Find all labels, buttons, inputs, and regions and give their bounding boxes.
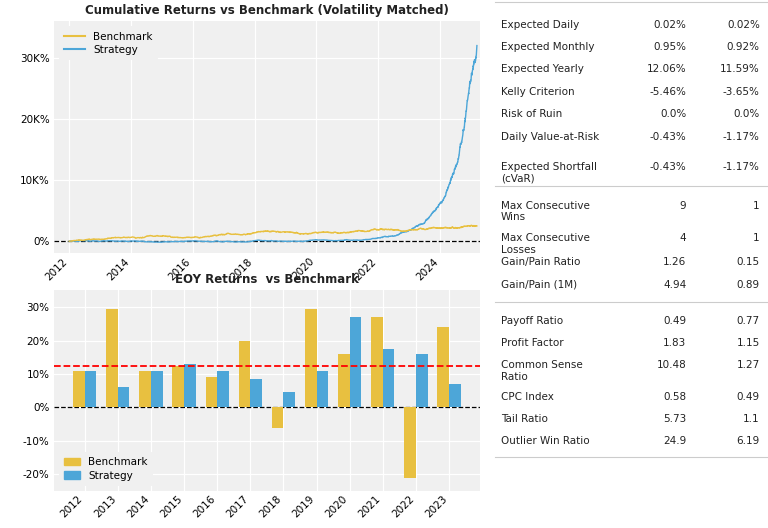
Text: 0.89: 0.89	[737, 280, 760, 290]
Text: 0.95%: 0.95%	[654, 42, 687, 52]
Bar	[382, 349, 395, 408]
Bar	[151, 371, 163, 408]
Text: Gain/Pain (1M): Gain/Pain (1M)	[501, 280, 577, 290]
Text: 0.92%: 0.92%	[727, 42, 760, 52]
Text: 0.49: 0.49	[737, 392, 760, 402]
Bar	[118, 388, 130, 408]
Text: Tail Ratio: Tail Ratio	[501, 414, 548, 424]
Bar	[73, 371, 84, 408]
Text: 1: 1	[753, 233, 760, 243]
Text: 9: 9	[680, 201, 687, 211]
Text: -5.46%: -5.46%	[649, 87, 687, 97]
Text: 0.77: 0.77	[737, 316, 760, 326]
Text: -3.65%: -3.65%	[723, 87, 760, 97]
Bar	[184, 364, 196, 408]
Bar	[283, 392, 295, 408]
Text: CPC Index: CPC Index	[501, 392, 554, 402]
Title: EOY Returns  vs Benchmark: EOY Returns vs Benchmark	[175, 274, 359, 287]
Bar	[404, 408, 416, 478]
Text: 0.02%: 0.02%	[654, 20, 687, 30]
Text: Max Consecutive
Wins: Max Consecutive Wins	[501, 201, 590, 222]
Text: Outlier Win Ratio: Outlier Win Ratio	[501, 436, 589, 446]
Bar	[416, 354, 428, 408]
Legend: Benchmark, Strategy: Benchmark, Strategy	[59, 452, 153, 486]
Text: 1.27: 1.27	[737, 360, 760, 370]
Text: Common Sense
Ratio: Common Sense Ratio	[501, 360, 583, 382]
Bar	[217, 371, 229, 408]
Text: 0.0%: 0.0%	[733, 109, 760, 119]
Text: 0.58: 0.58	[663, 392, 687, 402]
Title: Cumulative Returns vs Benchmark (Volatility Matched): Cumulative Returns vs Benchmark (Volatil…	[85, 4, 449, 17]
Bar	[250, 379, 262, 408]
Text: 1.83: 1.83	[663, 338, 687, 348]
Text: 0.02%: 0.02%	[727, 20, 760, 30]
Text: Gain/Pain Ratio: Gain/Pain Ratio	[501, 257, 580, 267]
Text: 4.94: 4.94	[663, 280, 687, 290]
Text: Max Consecutive
Losses: Max Consecutive Losses	[501, 233, 590, 255]
Bar	[316, 371, 328, 408]
Bar	[139, 371, 151, 408]
Legend: Benchmark, Strategy: Benchmark, Strategy	[59, 26, 158, 60]
Bar	[206, 378, 217, 408]
Text: Payoff Ratio: Payoff Ratio	[501, 316, 563, 326]
Text: Expected Monthly: Expected Monthly	[501, 42, 594, 52]
Text: Kelly Criterion: Kelly Criterion	[501, 87, 574, 97]
Text: -0.43%: -0.43%	[650, 162, 687, 172]
Text: 1.1: 1.1	[743, 414, 760, 424]
Text: 12.06%: 12.06%	[647, 64, 687, 74]
Text: Expected Daily: Expected Daily	[501, 20, 579, 30]
Bar	[106, 309, 118, 408]
Text: 1.15: 1.15	[737, 338, 760, 348]
Text: 1: 1	[753, 201, 760, 211]
Text: 10.48: 10.48	[657, 360, 687, 370]
Text: -1.17%: -1.17%	[723, 132, 760, 142]
Bar	[349, 317, 361, 408]
Bar	[371, 317, 382, 408]
Text: Expected Yearly: Expected Yearly	[501, 64, 584, 74]
Text: 24.9: 24.9	[663, 436, 687, 446]
Text: 0.49: 0.49	[663, 316, 687, 326]
Text: -0.43%: -0.43%	[650, 132, 687, 142]
Bar	[272, 408, 283, 428]
Bar	[438, 327, 449, 408]
Text: 4: 4	[680, 233, 687, 243]
Text: Risk of Ruin: Risk of Ruin	[501, 109, 562, 119]
Text: Daily Value-at-Risk: Daily Value-at-Risk	[501, 132, 599, 142]
Bar	[173, 365, 184, 408]
Bar	[338, 354, 349, 408]
Text: -1.17%: -1.17%	[723, 162, 760, 172]
Text: 0.0%: 0.0%	[660, 109, 687, 119]
Text: Profit Factor: Profit Factor	[501, 338, 564, 348]
Bar	[239, 341, 250, 408]
Text: 6.19: 6.19	[737, 436, 760, 446]
Bar	[449, 384, 461, 408]
Bar	[84, 371, 96, 408]
Text: 1.26: 1.26	[663, 257, 687, 267]
Text: 5.73: 5.73	[663, 414, 687, 424]
Text: Expected Shortfall
(cVaR): Expected Shortfall (cVaR)	[501, 162, 597, 184]
Text: 11.59%: 11.59%	[720, 64, 760, 74]
Bar	[305, 309, 316, 408]
Text: 0.15: 0.15	[737, 257, 760, 267]
